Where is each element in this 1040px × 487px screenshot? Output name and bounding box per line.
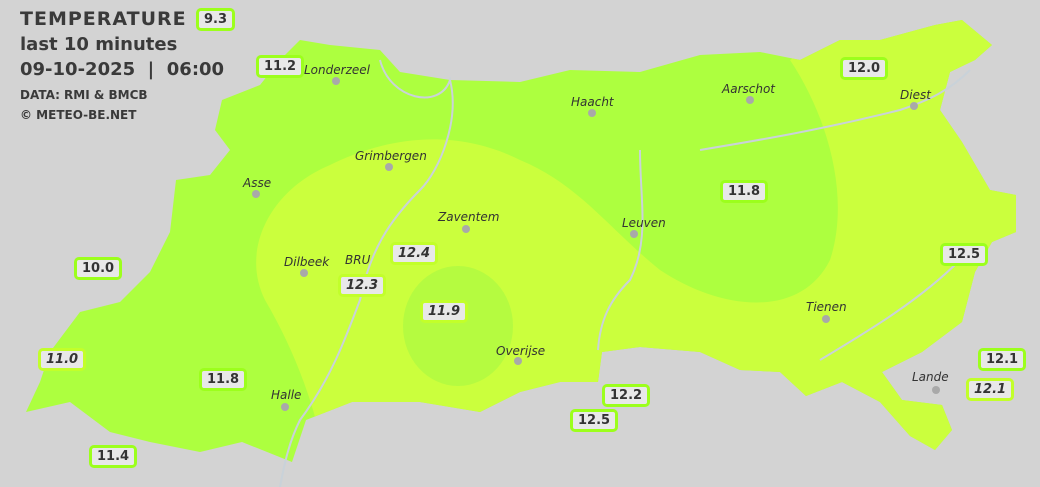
city-label: Leuven xyxy=(622,216,666,230)
copyright: © METEO-BE.NET xyxy=(20,108,137,122)
temperature-reading[interactable]: 12.1 xyxy=(978,348,1027,371)
city-dot xyxy=(910,102,918,110)
temperature-reading[interactable]: 12.1 xyxy=(966,378,1015,401)
temperature-reading[interactable]: 11.8 xyxy=(199,368,248,391)
city-label: Overijse xyxy=(496,344,546,358)
temperature-reading[interactable]: 12.3 xyxy=(338,274,387,297)
temperature-reading[interactable]: 9.3 xyxy=(196,8,236,31)
data-source: DATA: RMI & BMCB xyxy=(20,88,148,102)
temperature-reading[interactable]: 11.4 xyxy=(89,445,138,468)
city-label: BRU xyxy=(345,253,371,267)
temperature-reading[interactable]: 11.0 xyxy=(38,348,87,371)
city-dot xyxy=(281,403,289,411)
city-label: Haacht xyxy=(571,95,614,109)
city-label: Tienen xyxy=(806,300,847,314)
temperature-reading[interactable]: 12.0 xyxy=(840,57,889,80)
temperature-reading[interactable]: 12.5 xyxy=(570,409,619,432)
city-dot xyxy=(514,357,522,365)
city-label: Aarschot xyxy=(722,82,775,96)
temperature-reading[interactable]: 11.8 xyxy=(720,180,769,203)
city-dot xyxy=(932,386,940,394)
city-dot xyxy=(300,269,308,277)
city-label: Zaventem xyxy=(438,210,500,224)
city-dot xyxy=(822,315,830,323)
temperature-reading[interactable]: 11.9 xyxy=(420,300,469,323)
city-dot xyxy=(588,109,596,117)
city-label: Dilbeek xyxy=(284,255,330,269)
city-dot xyxy=(385,163,393,171)
map-title: TEMPERATURE xyxy=(20,8,187,30)
city-dot xyxy=(332,77,340,85)
city-label: Londerzeel xyxy=(304,63,370,77)
temperature-reading[interactable]: 10.0 xyxy=(74,257,123,280)
temperature-reading[interactable]: 12.2 xyxy=(602,384,651,407)
city-label: Lande xyxy=(912,370,949,384)
city-dot xyxy=(462,225,470,233)
city-label: Grimbergen xyxy=(355,149,427,163)
temperature-reading[interactable]: 12.4 xyxy=(390,242,439,265)
map-subtitle: last 10 minutes xyxy=(20,34,178,55)
zone-green-south xyxy=(403,266,513,386)
temperature-reading[interactable]: 12.5 xyxy=(940,243,989,266)
map-datetime: 09-10-2025 | 06:00 xyxy=(20,59,225,80)
city-label: Halle xyxy=(271,388,302,402)
city-dot xyxy=(746,96,754,104)
city-label: Asse xyxy=(243,176,272,190)
rivers xyxy=(279,59,971,487)
city-label: Diest xyxy=(900,88,931,102)
city-dot xyxy=(630,230,638,238)
city-dot xyxy=(252,190,260,198)
temperature-reading[interactable]: 11.2 xyxy=(256,55,305,78)
